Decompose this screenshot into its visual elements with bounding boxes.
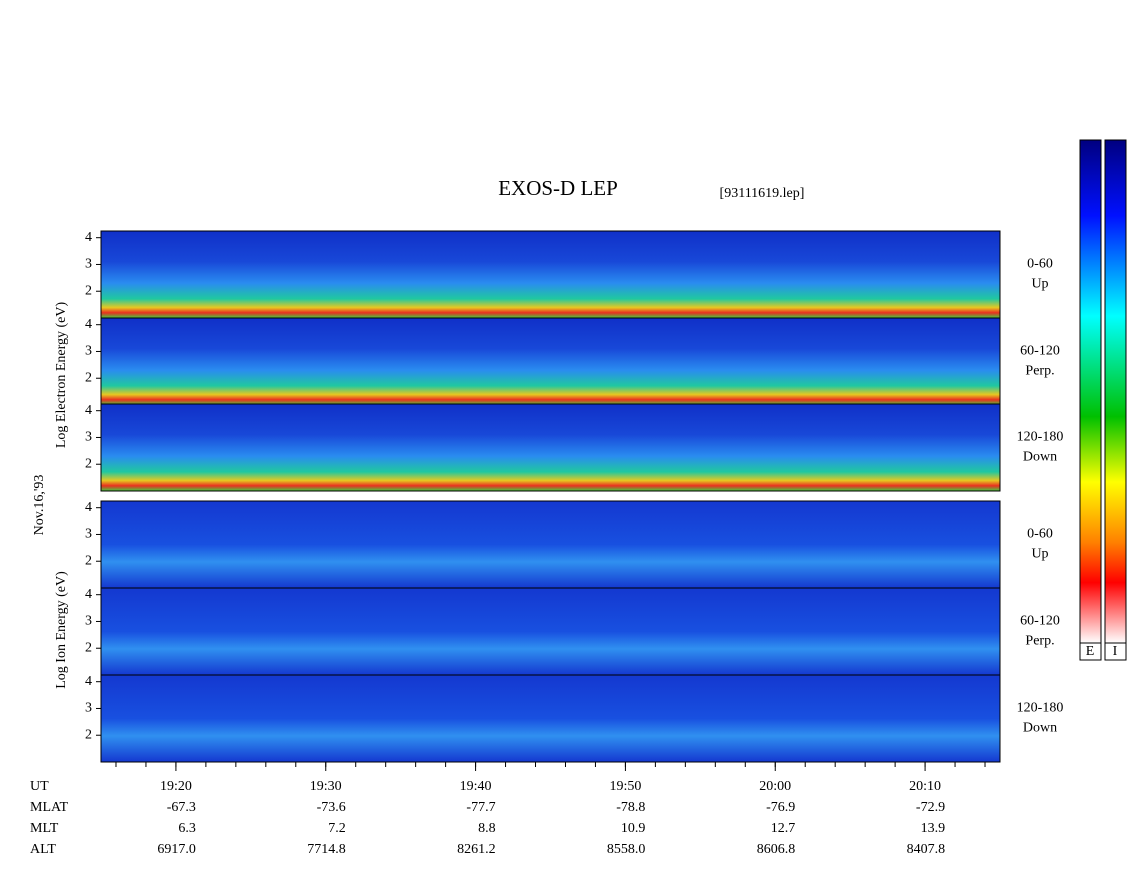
title: EXOS-D LEP — [498, 176, 618, 200]
y-tick-label: 3 — [85, 257, 92, 272]
row-label: UT — [30, 779, 49, 794]
y-tick-label: 2 — [85, 370, 92, 385]
y-tick-label: 3 — [85, 344, 92, 359]
direction-label: Up — [1031, 547, 1048, 562]
y-tick-label: 3 — [85, 527, 92, 542]
angle-label: 60-120 — [1020, 344, 1060, 359]
row-value: 13.9 — [921, 821, 946, 836]
x-tick-label: 19:30 — [310, 779, 342, 794]
y-tick-label: 4 — [85, 403, 92, 418]
row-value: 8558.0 — [607, 842, 646, 857]
colorbar-box — [1079, 642, 1102, 661]
row-value: 8606.8 — [757, 842, 796, 857]
file-name: [93111619.lep] — [720, 186, 805, 201]
y-tick-label: 2 — [85, 640, 92, 655]
y-tick-label: 4 — [85, 587, 92, 602]
row-value: 6917.0 — [157, 842, 196, 857]
direction-label: Down — [1023, 721, 1057, 736]
row-value: 6.3 — [178, 821, 196, 836]
x-tick-label: 19:50 — [609, 779, 641, 794]
colorbar-box — [1104, 642, 1127, 661]
spectrogram — [100, 317, 1001, 406]
direction-label: Down — [1023, 450, 1057, 465]
direction-label: Perp. — [1025, 364, 1054, 379]
row-value: 7714.8 — [307, 842, 346, 857]
spectrogram — [100, 587, 1001, 676]
y-tick-label: 4 — [85, 674, 92, 689]
x-tick-label: 19:20 — [160, 779, 192, 794]
direction-label: Up — [1031, 277, 1048, 292]
y-tick-label: 4 — [85, 230, 92, 245]
y-tick-label: 4 — [85, 500, 92, 515]
row-value: 8261.2 — [457, 842, 496, 857]
y-tick-label: 3 — [85, 430, 92, 445]
colorbar-label: E — [1086, 644, 1095, 659]
row-value: 7.2 — [328, 821, 346, 836]
row-value: 8.8 — [478, 821, 496, 836]
row-label: ALT — [30, 842, 56, 857]
row-value: -78.8 — [616, 800, 645, 815]
x-tick-label: 19:40 — [460, 779, 492, 794]
row-label: MLT — [30, 821, 59, 836]
y-tick-label: 4 — [85, 317, 92, 332]
row-value: -67.3 — [167, 800, 196, 815]
ion-axis-label: Log Ion Energy (eV) — [54, 571, 69, 689]
spectrogram — [100, 674, 1001, 763]
row-value: -73.6 — [317, 800, 346, 815]
row-value: 10.9 — [621, 821, 646, 836]
x-tick-label: 20:00 — [759, 779, 791, 794]
spectrogram — [100, 403, 1001, 492]
electron-axis-label: Log Electron Energy (eV) — [54, 302, 69, 449]
row-label: MLAT — [30, 800, 69, 815]
row-value: 12.7 — [771, 821, 796, 836]
y-tick-label: 2 — [85, 727, 92, 742]
colorbar-label: I — [1113, 644, 1118, 659]
y-tick-label: 3 — [85, 614, 92, 629]
colorbar — [1104, 139, 1127, 644]
angle-label: 0-60 — [1027, 527, 1053, 542]
y-tick-label: 2 — [85, 456, 92, 471]
x-tick-label: 20:10 — [909, 779, 941, 794]
angle-label: 120-180 — [1017, 701, 1064, 716]
direction-label: Perp. — [1025, 634, 1054, 649]
y-tick-label: 2 — [85, 553, 92, 568]
row-value: -76.9 — [766, 800, 795, 815]
angle-label: 0-60 — [1027, 257, 1053, 272]
date-label: Nov.16,'93 — [32, 475, 47, 536]
spectrogram — [100, 230, 1001, 319]
y-tick-label: 2 — [85, 283, 92, 298]
row-value: 8407.8 — [907, 842, 946, 857]
colorbar — [1079, 139, 1102, 644]
y-tick-label: 3 — [85, 701, 92, 716]
spectrogram — [100, 500, 1001, 589]
row-value: -77.7 — [466, 800, 495, 815]
row-value: -72.9 — [916, 800, 945, 815]
angle-label: 120-180 — [1017, 430, 1064, 445]
angle-label: 60-120 — [1020, 614, 1060, 629]
